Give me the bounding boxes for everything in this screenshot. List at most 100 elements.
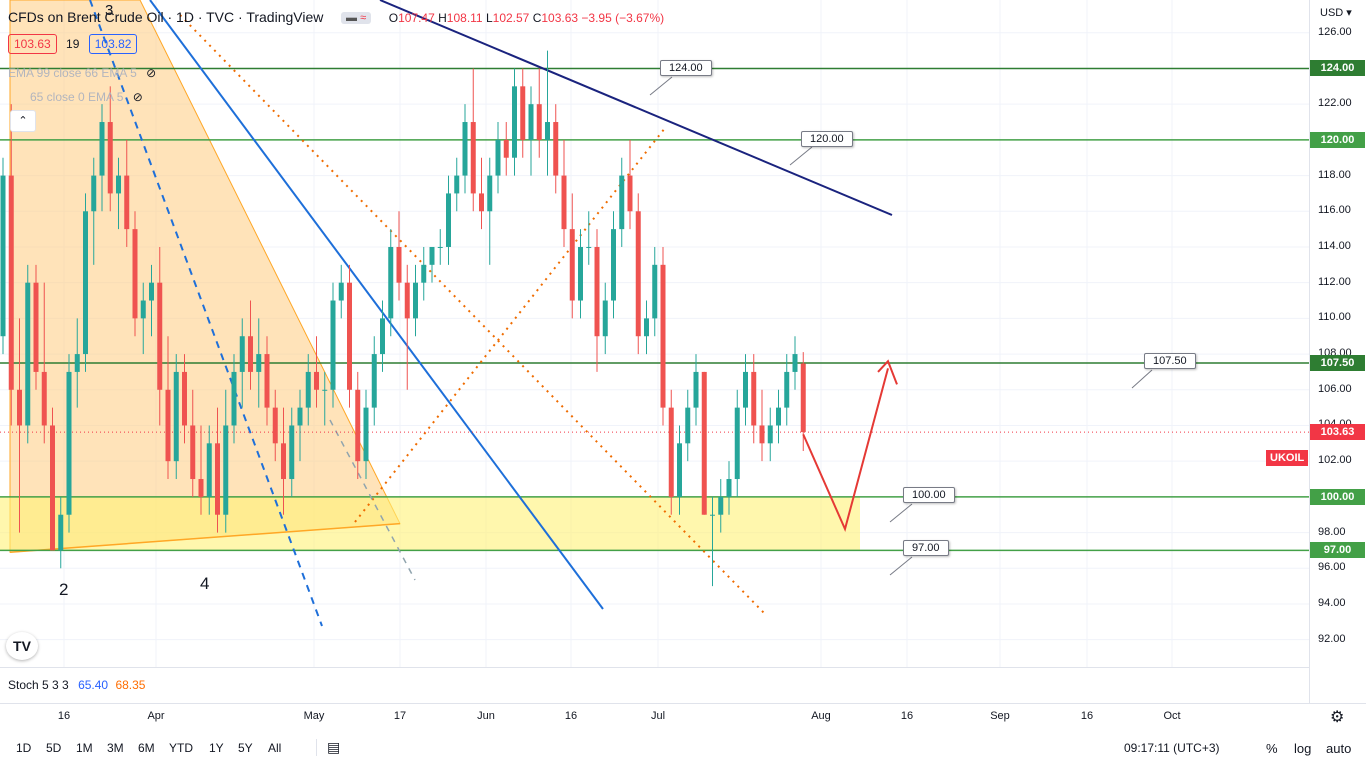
candle-body: [611, 229, 616, 301]
candle-body: [479, 193, 484, 212]
candle-body: [330, 300, 336, 390]
ask-button[interactable]: 103.82: [88, 34, 138, 54]
eye-hidden-icon[interactable]: ⊘: [146, 66, 157, 80]
candle-body: [710, 514, 715, 516]
candle-body: [107, 122, 113, 194]
price-tick: 92.00: [1318, 632, 1346, 645]
price-chart[interactable]: CFDs on Brent Crude Oil · 1D · TVC · Tra…: [0, 0, 1309, 667]
indicator-legend-2[interactable]: 65 close 0 EMA 5 ⊘: [30, 90, 143, 104]
level-price-tag[interactable]: 100.00: [1310, 488, 1365, 505]
candle-body: [231, 371, 237, 426]
level-price-tag[interactable]: 97.00: [1310, 542, 1365, 559]
wave-label-4: 4: [200, 574, 210, 593]
log-toggle[interactable]: log: [1294, 741, 1312, 756]
candle-body: [182, 371, 187, 426]
candle-body: [660, 264, 666, 408]
candle-body: [371, 354, 377, 408]
bid-ask-row: 103.63 19 103.82: [8, 34, 138, 54]
candle-body: [396, 246, 402, 283]
stochastic-pane[interactable]: Stoch 5 3 3 65.40 68.35: [0, 667, 1309, 704]
candle-body: [58, 514, 64, 551]
range-button-1d[interactable]: 1D: [16, 741, 32, 755]
candle-body: [677, 443, 682, 497]
candle-body: [66, 371, 72, 515]
spread-value: 19: [66, 37, 80, 51]
range-button-all[interactable]: All: [268, 741, 282, 755]
candle-body: [594, 246, 600, 337]
level-price-tag[interactable]: 107.50: [1310, 355, 1365, 371]
percent-toggle[interactable]: %: [1266, 741, 1278, 756]
range-button-1m[interactable]: 1M: [76, 741, 93, 755]
settings-icon[interactable]: ⚙: [1330, 709, 1345, 726]
chevron-down-icon: ▾: [1346, 7, 1352, 19]
auto-toggle[interactable]: auto: [1326, 741, 1352, 756]
candle-body: [619, 175, 625, 230]
eye-hidden-icon[interactable]: ⊘: [132, 90, 143, 104]
level-callout-107-50[interactable]: 107.50: [1144, 353, 1196, 369]
range-button-5y[interactable]: 5Y: [238, 741, 253, 755]
candle-body: [454, 175, 460, 194]
collapse-legend-button[interactable]: ⌃: [10, 110, 36, 132]
candle-body: [553, 122, 559, 176]
candle-body: [759, 425, 765, 444]
candle-body: [281, 443, 286, 480]
chart-canvas[interactable]: [0, 0, 1309, 667]
candle-body: [363, 407, 369, 462]
level-callout-124[interactable]: 124.00: [660, 60, 712, 76]
candle-body: [17, 389, 22, 426]
level-price-tag[interactable]: 124.00: [1310, 60, 1365, 77]
time-tick: 16: [57, 710, 71, 722]
callout-pointer: [649, 76, 673, 96]
time-tick: 16: [1080, 710, 1094, 722]
candle-body: [190, 425, 196, 480]
range-button-1y[interactable]: 1Y: [209, 741, 224, 755]
range-button-5d[interactable]: 5D: [46, 741, 62, 755]
price-tick: 112.00: [1318, 275, 1351, 288]
range-button-ytd[interactable]: YTD: [169, 741, 193, 755]
candle-body: [314, 371, 319, 390]
indicator-legend-1[interactable]: EMA 99 close 66 EMA 5 ⊘: [8, 66, 157, 80]
currency-selector[interactable]: USD ▾: [1320, 7, 1352, 19]
tradingview-logo[interactable]: TV: [6, 632, 38, 660]
time-axis[interactable]: 16 Apr May 17 Jun 16 Jul Aug 16 Sep 16 Oct ⚙: [0, 703, 1366, 731]
price-tick: 114.00: [1318, 239, 1351, 252]
stoch-k-value: 65.40: [78, 678, 109, 692]
wave-label-2: 2: [59, 580, 69, 599]
time-tick: Aug: [811, 710, 831, 722]
callout-pointer: [889, 503, 913, 523]
price-tick: 126.00: [1318, 25, 1352, 38]
price-axis[interactable]: USD ▾ 126.00 124.00 122.00 120.00 118.00 116.…: [1309, 0, 1366, 703]
time-tick: Oct: [1163, 710, 1181, 722]
triangle-base-line: [9, 522, 401, 553]
time-tick: Jun: [477, 710, 495, 722]
ohlc-values: O107.47 H108.11 L102.57 C103.63 −3.95 (−…: [388, 11, 665, 25]
stoch-legend[interactable]: Stoch 5 3 3 65.40 68.35: [8, 678, 146, 692]
price-tick: 116.00: [1318, 204, 1351, 217]
level-price-tag[interactable]: 120.00: [1310, 131, 1365, 148]
candle-body: [800, 363, 806, 433]
level-callout-100[interactable]: 100.00: [903, 487, 955, 503]
visibility-toggle[interactable]: ▬ ≈: [341, 12, 372, 24]
range-button-3m[interactable]: 3M: [107, 741, 124, 755]
level-callout-120[interactable]: 120.00: [801, 131, 853, 147]
price-tick: 98.00: [1318, 525, 1346, 538]
candle-body: [693, 371, 699, 408]
candle-body: [149, 282, 154, 301]
candle-body: [132, 229, 138, 319]
candle-body: [338, 282, 344, 301]
clock[interactable]: 09:17:11 (UTC+3): [1124, 741, 1220, 755]
candle-body: [404, 282, 410, 319]
candle-body: [380, 318, 385, 355]
candle-body: [0, 175, 6, 337]
candle-body: [239, 336, 245, 372]
range-button-6m[interactable]: 6M: [138, 741, 155, 755]
bid-button[interactable]: 103.63: [8, 34, 57, 54]
time-tick: Apr: [147, 710, 165, 722]
date-range-icon[interactable]: ▤: [316, 739, 340, 756]
callout-pointer: [1131, 369, 1153, 389]
candle-body: [751, 371, 757, 426]
level-callout-97[interactable]: 97.00: [903, 540, 949, 556]
candle-body: [322, 389, 328, 391]
candle-series: [0, 50, 806, 587]
symbol-title[interactable]: CFDs on Brent Crude Oil · 1D · TVC · Tra…: [8, 9, 324, 25]
